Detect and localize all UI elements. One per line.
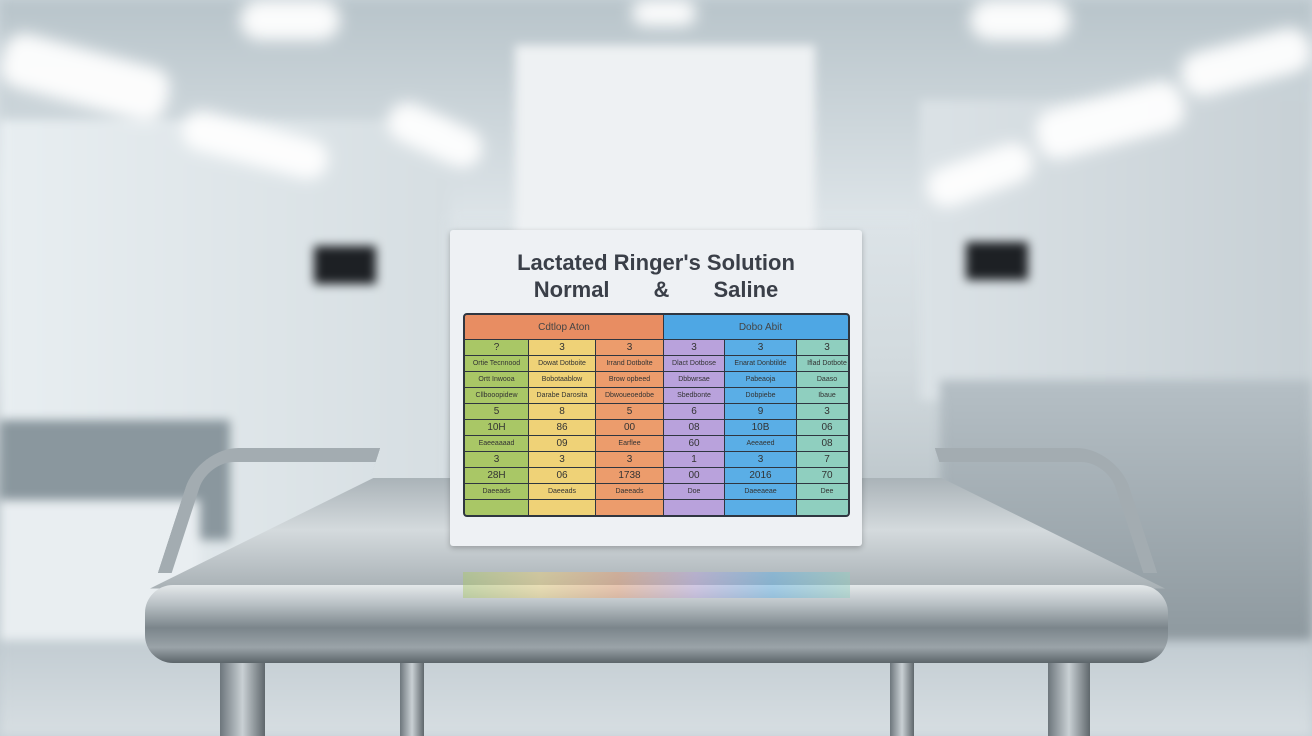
table-cell: 1 — [664, 452, 724, 467]
table-cell: 60 — [664, 436, 724, 451]
table-cell: Dobpiebe — [725, 388, 796, 403]
table-cell: Enarat Donbtilde — [725, 356, 796, 371]
table-cell: 00 — [596, 420, 663, 435]
table-header-left: Cdtlop Aton — [465, 315, 663, 339]
table-cell: Ortt Inwooa — [465, 372, 528, 387]
card-title-line2: Normal & Saline — [450, 277, 862, 303]
table-cell: Doe — [664, 484, 724, 499]
table-cell: 2016 — [725, 468, 796, 483]
table-cell: ? — [465, 340, 528, 355]
table-cell: Ibaue — [797, 388, 848, 403]
table-cell: 00 — [664, 468, 724, 483]
table-cell: 70 — [797, 468, 848, 483]
table-cell — [596, 500, 663, 515]
table-cell: 06 — [797, 420, 848, 435]
table-cell: 6 — [664, 404, 724, 419]
table-cell: Dbwoueoedobe — [596, 388, 663, 403]
card-title-line1: Lactated Ringer's Solution — [517, 250, 795, 275]
table-cell: 3 — [529, 340, 595, 355]
table-cell: Sbedbonte — [664, 388, 724, 403]
table-cell: 7 — [797, 452, 848, 467]
table-cell: 3 — [797, 340, 848, 355]
table-cell: 09 — [529, 436, 595, 451]
table-cell: 3 — [596, 340, 663, 355]
title-ampersand: & — [653, 277, 670, 302]
monitor-right — [966, 242, 1028, 280]
ceiling-light — [632, 0, 696, 26]
table-cell: 1738 — [596, 468, 663, 483]
table-cell: 3 — [725, 340, 796, 355]
table-cell: Dee — [797, 484, 848, 499]
card-reflection — [463, 572, 850, 598]
table-cell: Cllbooopidew — [465, 388, 528, 403]
tray-front-rim — [145, 585, 1168, 663]
trolley-leg — [890, 655, 914, 736]
table-cell: Bobotaablow — [529, 372, 595, 387]
table-cell: 3 — [465, 452, 528, 467]
table-cell: 10H — [465, 420, 528, 435]
table-cell: 06 — [529, 468, 595, 483]
comparison-table: Cdtlop Aton Dobo Abit ? 3 3 3 3 3 Ortie Tecnno… — [463, 313, 850, 517]
table-cell: 3 — [664, 340, 724, 355]
title-saline: Saline — [713, 277, 779, 302]
table-cell: Daaso — [797, 372, 848, 387]
title-normal: Normal — [533, 277, 610, 302]
table-cell: Earflee — [596, 436, 663, 451]
table-cell: Dowat Dotboite — [529, 356, 595, 371]
trolley-leg — [1048, 655, 1090, 736]
table-cell — [465, 500, 528, 515]
table-cell: 8 — [529, 404, 595, 419]
table-cell — [529, 500, 595, 515]
info-card: Lactated Ringer's Solution Normal & Sali… — [450, 230, 862, 546]
table-cell: 3 — [596, 452, 663, 467]
table-cell: Dlact Dotbose — [664, 356, 724, 371]
table-cell: Darabe Darosita — [529, 388, 595, 403]
table-cell: Eaeeaaaad — [465, 436, 528, 451]
table-cell: 5 — [596, 404, 663, 419]
table-cell: Pabeaoja — [725, 372, 796, 387]
table-cell: Daeeads — [465, 484, 528, 499]
table-cell: Brow opbeed — [596, 372, 663, 387]
ceiling-light — [970, 0, 1070, 40]
table-cell: 08 — [664, 420, 724, 435]
trolley-leg — [220, 655, 265, 736]
table-cell: 08 — [797, 436, 848, 451]
table-cell: Iflad Dotbote — [797, 356, 848, 371]
table-cell — [725, 500, 796, 515]
monitor-left — [314, 246, 376, 284]
table-cell: 28H — [465, 468, 528, 483]
table-cell: Dbbwrsae — [664, 372, 724, 387]
table-cell: 9 — [725, 404, 796, 419]
table-cell: 5 — [465, 404, 528, 419]
table-cell: Irrand Dotbolte — [596, 356, 663, 371]
table-cell: Aeeaeed — [725, 436, 796, 451]
table-cell: 86 — [529, 420, 595, 435]
table-cell: Daeeads — [529, 484, 595, 499]
table-cell: 3 — [725, 452, 796, 467]
table-cell: 3 — [529, 452, 595, 467]
table-header-right: Dobo Abit — [664, 315, 848, 339]
table-cell: Daeeads — [596, 484, 663, 499]
table-cell: 3 — [797, 404, 848, 419]
table-cell — [797, 500, 848, 515]
table-cell: 10B — [725, 420, 796, 435]
table-cell: Ortie Tecnnood — [465, 356, 528, 371]
ceiling-light — [240, 0, 340, 40]
table-cell: Daeeaeae — [725, 484, 796, 499]
trolley-leg — [400, 655, 424, 736]
table-cell — [664, 500, 724, 515]
